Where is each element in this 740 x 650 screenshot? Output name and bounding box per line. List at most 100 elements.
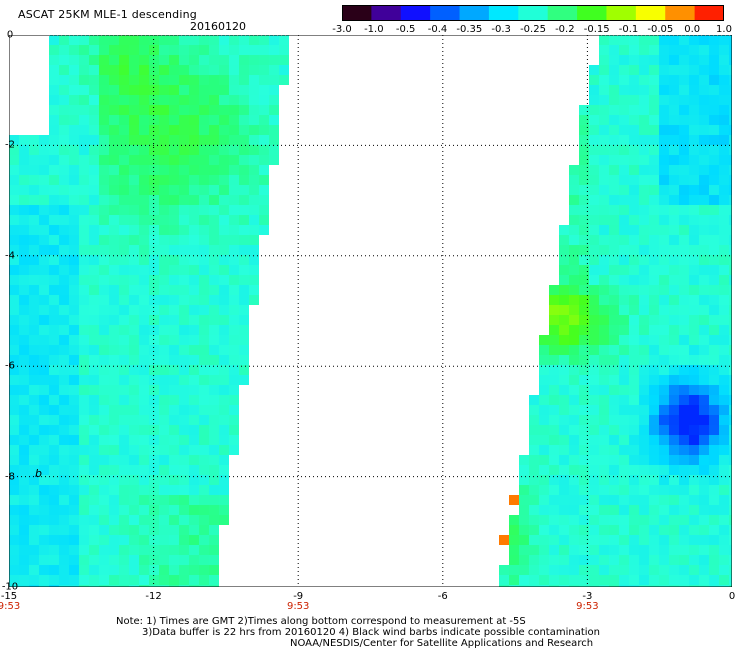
swath-cell [199, 545, 209, 555]
swath-cell [589, 305, 599, 315]
swath-cell [69, 245, 79, 255]
swath-cell [609, 245, 619, 255]
swath-cell [599, 485, 609, 495]
swath-cell [649, 345, 659, 355]
swath-cell [689, 575, 699, 585]
swath-cell [619, 585, 629, 587]
swath-cell [199, 145, 209, 155]
swath-cell [119, 455, 129, 465]
swath-cell [29, 175, 39, 185]
swath-cell [269, 155, 279, 165]
swath-cell [629, 185, 639, 195]
swath-cell [659, 525, 669, 535]
swath-cell [49, 455, 59, 465]
swath-cell [669, 295, 679, 305]
swath-cell [599, 465, 609, 475]
swath-cell [529, 525, 539, 535]
swath-cell [129, 145, 139, 155]
swath-cell [49, 435, 59, 445]
swath-cell [589, 425, 599, 435]
swath-cell [99, 135, 109, 145]
swath-cell [549, 285, 559, 295]
swath-cell [49, 495, 59, 505]
swath-cell [249, 265, 259, 275]
swath-cell [229, 435, 239, 445]
swath-cell [639, 255, 649, 265]
swath-cell [279, 55, 289, 65]
swath-cell [499, 565, 509, 575]
swath-cell [99, 55, 109, 65]
swath-cell [619, 415, 629, 425]
swath-cell [599, 165, 609, 175]
swath-cell [529, 545, 539, 555]
swath-cell [269, 75, 279, 85]
swath-cell [639, 485, 649, 495]
swath-cell [49, 525, 59, 535]
swath-cell [679, 465, 689, 475]
swath-cell [79, 485, 89, 495]
swath-cell [29, 445, 39, 455]
swath-cell [719, 65, 729, 75]
swath-cell [169, 155, 179, 165]
swath-cell [119, 355, 129, 365]
swath-cell [679, 565, 689, 575]
swath-cell [719, 545, 729, 555]
swath-cell [99, 575, 109, 585]
swath-cell [19, 365, 29, 375]
swath-cell [219, 405, 229, 415]
swath-cell [249, 95, 259, 105]
swath-cell [119, 525, 129, 535]
swath-cell [19, 335, 29, 345]
swath-cell [129, 305, 139, 315]
swath-cell [179, 585, 189, 587]
swath-cell [129, 315, 139, 325]
swath-cell [59, 525, 69, 535]
swath-cell [659, 425, 669, 435]
swath-cell [39, 465, 49, 475]
swath-cell [199, 425, 209, 435]
swath-cell [669, 345, 679, 355]
swath-cell [29, 395, 39, 405]
swath-cell [549, 315, 559, 325]
swath-cell [239, 235, 249, 245]
swath-cell [669, 455, 679, 465]
swath-cell [49, 445, 59, 455]
swath-cell [139, 405, 149, 415]
swath-cell [559, 295, 569, 305]
swath-cell [619, 185, 629, 195]
swath-cell [649, 65, 659, 75]
swath-cell [699, 145, 709, 155]
swath-cell [159, 195, 169, 205]
x-tick-label: -12 [145, 591, 162, 602]
swath-cell [679, 415, 689, 425]
swath-cell [209, 415, 219, 425]
swath-cell [629, 195, 639, 205]
swath-cell [139, 75, 149, 85]
swath-cell [659, 85, 669, 95]
swath-cell [209, 145, 219, 155]
swath-cell [199, 325, 209, 335]
swath-cell [179, 285, 189, 295]
swath-cell [209, 545, 219, 555]
swath-cell [49, 155, 59, 165]
swath-cell [689, 535, 699, 545]
swath-cell [649, 375, 659, 385]
swath-cell [59, 465, 69, 475]
swath-cell [19, 205, 29, 215]
swath-cell [569, 525, 579, 535]
swath-cell [69, 305, 79, 315]
swath-cell [79, 325, 89, 335]
swath-cell [579, 155, 589, 165]
swath-cell [159, 465, 169, 475]
swath-cell [49, 565, 59, 575]
swath-cell [629, 485, 639, 495]
swath-cell [669, 515, 679, 525]
swath-cell [89, 345, 99, 355]
swath-cell [699, 435, 709, 445]
swath-cell [229, 325, 239, 335]
swath-cell [529, 455, 539, 465]
swath-cell [609, 525, 619, 535]
swath-cell [669, 245, 679, 255]
swath-cell [609, 335, 619, 345]
swath-cell [709, 395, 719, 405]
